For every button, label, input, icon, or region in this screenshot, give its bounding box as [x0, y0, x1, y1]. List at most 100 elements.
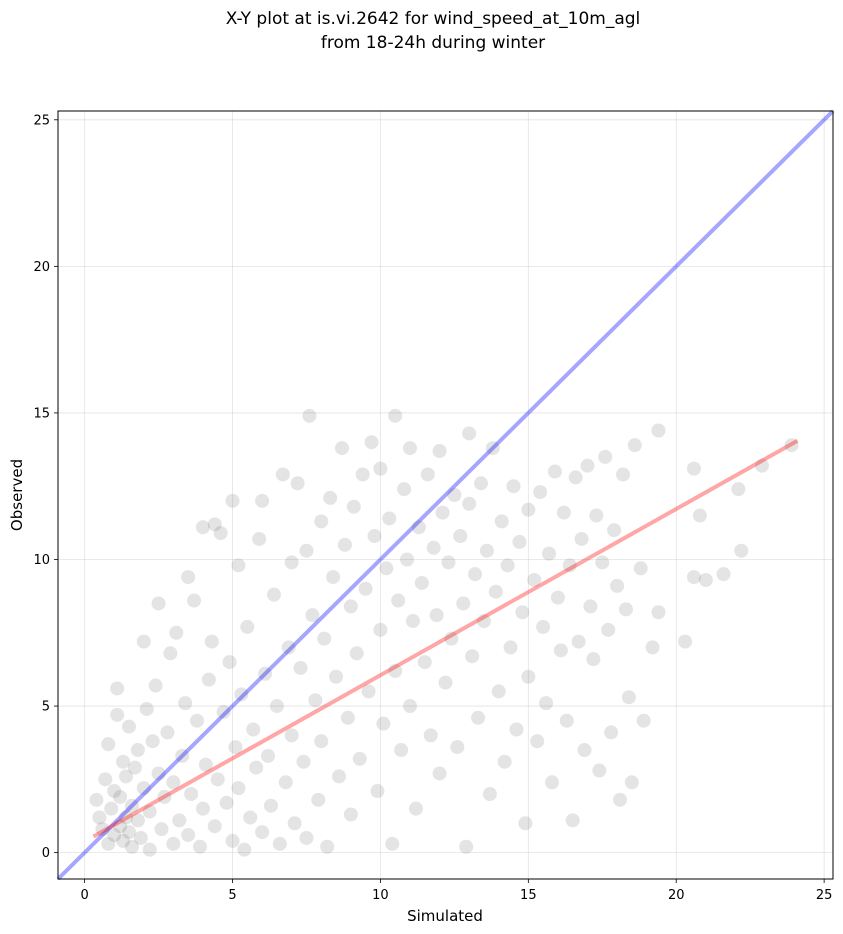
data-point-139: [423, 728, 438, 743]
data-point-121: [376, 716, 391, 731]
data-point-21: [127, 760, 142, 775]
data-point-40: [169, 625, 184, 640]
data-point-31: [148, 678, 163, 693]
data-point-27: [139, 701, 154, 716]
data-point-151: [456, 596, 471, 611]
data-point-44: [181, 828, 196, 843]
data-point-76: [258, 666, 273, 681]
data-point-142: [432, 444, 447, 459]
y-axis-label: Observed: [8, 459, 26, 531]
data-point-86: [284, 555, 299, 570]
data-point-133: [405, 614, 420, 629]
data-point-225: [784, 438, 799, 453]
data-point-101: [323, 490, 338, 505]
grid-lines: [58, 111, 833, 879]
data-point-25: [136, 781, 151, 796]
data-point-114: [358, 581, 373, 596]
data-point-113: [355, 467, 370, 482]
y-tick-label-1: 5: [42, 700, 50, 715]
data-point-37: [163, 646, 178, 661]
data-point-63: [225, 493, 240, 508]
data-point-223: [734, 543, 749, 558]
data-point-117: [367, 529, 382, 544]
data-point-141: [429, 608, 444, 623]
data-point-55: [207, 819, 222, 834]
data-point-158: [473, 476, 488, 491]
data-point-163: [488, 584, 503, 599]
data-point-203: [607, 523, 622, 538]
y-tick-label-2: 10: [33, 553, 50, 568]
data-point-29: [142, 842, 157, 857]
data-point-79: [266, 587, 281, 602]
data-point-126: [388, 408, 403, 423]
data-point-211: [633, 561, 648, 576]
data-point-222: [731, 482, 746, 497]
data-point-84: [281, 640, 296, 655]
data-point-153: [462, 496, 477, 511]
data-point-143: [432, 766, 447, 781]
data-point-78: [263, 798, 278, 813]
data-point-206: [615, 467, 630, 482]
data-point-119: [373, 622, 388, 637]
data-point-178: [533, 485, 548, 500]
data-point-111: [349, 646, 364, 661]
data-point-177: [530, 734, 545, 749]
data-point-152: [459, 839, 474, 854]
data-point-6: [104, 801, 119, 816]
data-point-69: [240, 619, 255, 634]
data-point-20: [124, 839, 139, 854]
data-point-162: [485, 441, 500, 456]
data-point-130: [400, 552, 415, 567]
data-point-18: [121, 719, 136, 734]
data-point-24: [133, 830, 148, 845]
data-point-65: [231, 781, 246, 796]
data-point-0: [89, 792, 104, 807]
data-point-215: [651, 605, 666, 620]
data-point-135: [411, 520, 426, 535]
data-point-15: [119, 810, 134, 825]
data-point-200: [598, 449, 613, 464]
data-point-97: [314, 514, 329, 529]
y-tick-label-5: 25: [33, 113, 50, 128]
data-point-134: [408, 801, 423, 816]
data-point-80: [269, 699, 284, 714]
data-point-94: [305, 608, 320, 623]
data-point-196: [586, 652, 601, 667]
data-point-41: [172, 813, 187, 828]
data-point-194: [580, 458, 595, 473]
data-point-174: [521, 502, 536, 517]
data-point-155: [465, 649, 480, 664]
data-point-193: [577, 743, 592, 758]
data-point-154: [462, 426, 477, 441]
data-point-1: [92, 810, 107, 825]
data-point-89: [293, 660, 308, 675]
data-point-34: [154, 822, 169, 837]
data-point-171: [512, 534, 527, 549]
data-point-53: [201, 672, 216, 687]
data-point-19: [124, 798, 139, 813]
data-point-62: [225, 833, 240, 848]
data-point-144: [435, 505, 450, 520]
data-point-136: [414, 575, 429, 590]
data-point-71: [246, 722, 261, 737]
data-point-73: [252, 531, 267, 546]
data-point-8: [107, 784, 122, 799]
data-point-106: [337, 537, 352, 552]
data-point-213: [645, 640, 660, 655]
data-point-10: [110, 681, 125, 696]
data-point-201: [601, 622, 616, 637]
data-point-14: [116, 754, 131, 769]
data-point-138: [420, 467, 435, 482]
data-point-75: [255, 493, 270, 508]
data-point-170: [509, 722, 524, 737]
data-point-156: [468, 567, 483, 582]
data-point-36: [160, 725, 175, 740]
data-point-192: [574, 531, 589, 546]
data-point-7: [107, 828, 122, 843]
data-point-92: [299, 830, 314, 845]
data-point-32: [151, 766, 166, 781]
data-point-179: [536, 619, 551, 634]
data-point-165: [494, 514, 509, 529]
data-point-132: [403, 441, 418, 456]
data-point-131: [403, 699, 418, 714]
